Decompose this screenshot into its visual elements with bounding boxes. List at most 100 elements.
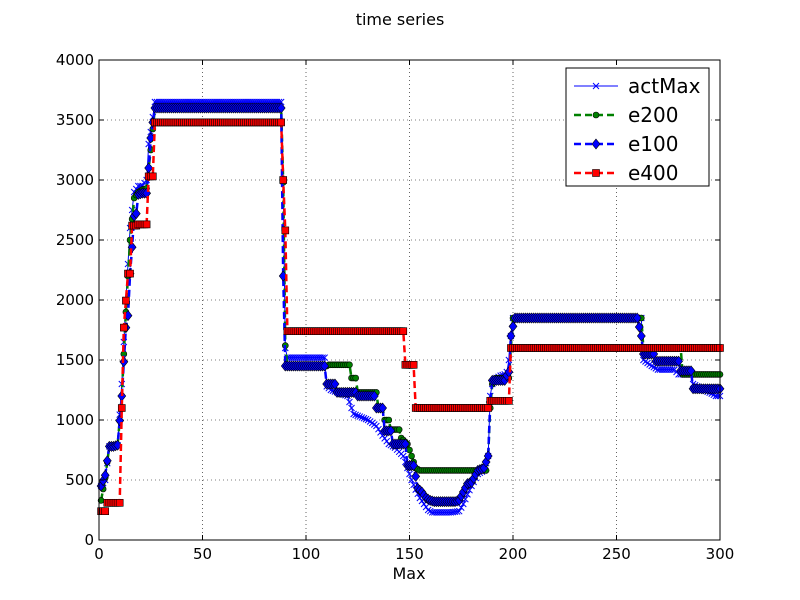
data-point [346, 361, 353, 369]
data-point [132, 185, 140, 193]
data-point [385, 416, 393, 424]
data-point [409, 460, 419, 472]
legend-label: actMax [628, 74, 701, 98]
data-point [122, 296, 130, 305]
data-point [406, 446, 413, 454]
data-point [636, 330, 646, 342]
x-tick-label: 250 [602, 545, 631, 563]
data-point [373, 422, 380, 430]
data-point [400, 438, 410, 450]
data-point [406, 470, 413, 478]
data-point [362, 415, 370, 423]
data-point [455, 507, 463, 515]
data-point [422, 503, 430, 511]
x-tick-label: 150 [395, 545, 424, 563]
data-point [279, 176, 288, 184]
data-point [386, 425, 396, 437]
data-point [352, 374, 359, 382]
data-point [592, 111, 600, 119]
data-point [484, 404, 492, 412]
data-point [426, 507, 434, 515]
data-point [449, 508, 457, 516]
series-layer [96, 98, 725, 516]
data-point [330, 378, 340, 390]
data-point [101, 507, 110, 516]
data-point [369, 390, 379, 402]
data-point [451, 508, 459, 516]
data-point [674, 355, 683, 367]
data-point [142, 220, 151, 229]
data-point [346, 398, 353, 406]
data-point [144, 162, 154, 174]
data-point [131, 208, 141, 220]
data-point [354, 412, 362, 420]
data-point [505, 396, 513, 405]
data-point [381, 435, 389, 442]
data-point [483, 450, 493, 462]
data-point [459, 500, 467, 508]
legend-label: e400 [628, 161, 678, 185]
data-point [120, 323, 128, 332]
data-point [352, 411, 360, 419]
data-point [508, 320, 518, 332]
data-point [686, 365, 696, 377]
x-tick-label: 50 [193, 545, 212, 563]
data-point [632, 312, 642, 324]
data-point [102, 455, 112, 467]
x-tick-label: 100 [292, 545, 321, 563]
legend-item: e100 [574, 132, 678, 156]
legend-item: e200 [574, 103, 678, 127]
data-point [591, 138, 601, 150]
legend-label: e100 [628, 132, 678, 156]
y-tick-label: 2500 [56, 231, 94, 249]
data-point [137, 182, 144, 190]
data-point [281, 226, 290, 235]
y-tick-label: 0 [84, 531, 94, 549]
legend-item: actMax [574, 74, 701, 98]
y-tick-label: 3000 [56, 171, 94, 189]
data-point [409, 360, 418, 369]
data-point [100, 469, 110, 481]
data-point [375, 425, 382, 433]
data-point [462, 495, 469, 503]
x-tick-label: 300 [706, 545, 735, 563]
data-point [457, 504, 465, 511]
data-point [350, 410, 357, 418]
data-point [319, 354, 326, 361]
data-point [113, 439, 123, 451]
legend-item: e400 [574, 161, 678, 185]
series-e100 [96, 102, 725, 508]
data-point [321, 354, 328, 361]
data-point [378, 402, 387, 414]
data-point [408, 452, 415, 460]
axis-ticks: 0 50 100 150 200 250 3000500100015002000250030… [56, 51, 735, 563]
data-point [383, 437, 391, 445]
data-point [149, 172, 157, 181]
data-point [276, 102, 286, 114]
data-point [348, 404, 355, 412]
y-tick-label: 1000 [56, 411, 94, 429]
data-point [358, 414, 366, 421]
data-point [115, 498, 124, 507]
y-tick-label: 2000 [56, 291, 94, 309]
y-tick-label: 3500 [56, 111, 94, 129]
data-point [424, 506, 432, 514]
legend-box [565, 67, 710, 187]
data-point [277, 118, 285, 127]
y-tick-label: 4000 [56, 51, 94, 69]
y-tick-label: 1500 [56, 351, 94, 369]
data-point [669, 366, 676, 373]
data-point [592, 169, 600, 177]
data-point [506, 330, 516, 342]
data-point [592, 82, 600, 90]
x-tick-label: 200 [499, 545, 528, 563]
data-point [395, 426, 403, 433]
chart-title: time series [356, 10, 445, 29]
data-point [399, 327, 408, 336]
series-line-e400 [101, 121, 720, 513]
data-point [126, 269, 134, 278]
data-point [117, 404, 126, 412]
x-tick-label: 0 [94, 545, 104, 563]
y-tick-label: 500 [65, 471, 94, 489]
